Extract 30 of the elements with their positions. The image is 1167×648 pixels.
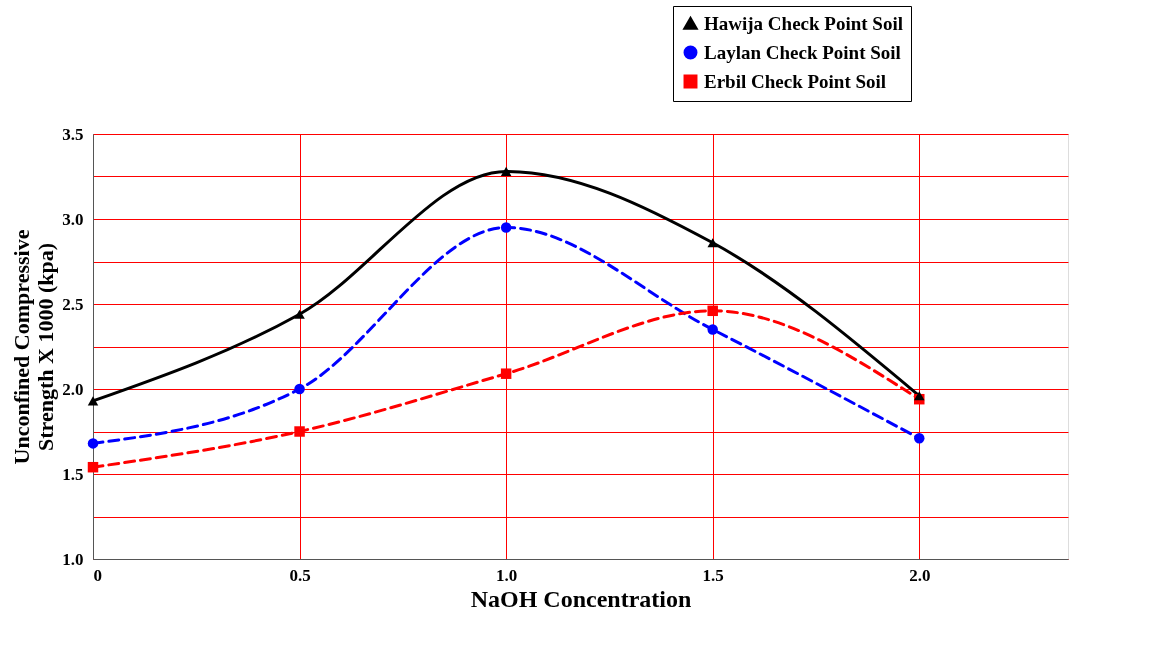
point bbox=[87, 438, 99, 449]
legend-label: Hawija Check Point Soil bbox=[704, 12, 903, 34]
x-tick-label: 1.0 bbox=[496, 565, 518, 585]
y-tick-label: 2.5 bbox=[62, 294, 84, 314]
point bbox=[87, 396, 99, 406]
point bbox=[500, 368, 512, 379]
point bbox=[87, 461, 99, 473]
y-tick-label: 1.5 bbox=[62, 464, 84, 484]
legend-label: Erbil Check Point Soil bbox=[704, 70, 887, 92]
y-tick-label: 2.0 bbox=[62, 379, 84, 399]
point bbox=[500, 222, 512, 233]
point bbox=[707, 324, 718, 335]
y-tick-label: 3.5 bbox=[62, 124, 84, 144]
x-tick-label: 2.0 bbox=[909, 565, 931, 585]
y-tick-label: 1.0 bbox=[62, 549, 84, 569]
x-tick-label: 0 bbox=[93, 565, 102, 585]
point bbox=[294, 309, 305, 319]
point bbox=[294, 426, 305, 437]
y-tick-label: 3.0 bbox=[62, 209, 84, 229]
point bbox=[500, 166, 512, 176]
point bbox=[914, 433, 925, 444]
x-tick-label: 0.5 bbox=[289, 565, 311, 585]
point bbox=[294, 383, 305, 395]
y-axis-title: Unconfined Compressive Strength X 1000 (kpa) bbox=[9, 229, 59, 465]
point bbox=[707, 305, 718, 317]
x-tick-label: 1.5 bbox=[702, 565, 724, 585]
legend-label: Laylan Check Point Soil bbox=[704, 41, 901, 63]
point bbox=[914, 391, 925, 401]
x-axis-title: NaOH Concentration bbox=[470, 585, 692, 612]
point bbox=[707, 238, 718, 248]
